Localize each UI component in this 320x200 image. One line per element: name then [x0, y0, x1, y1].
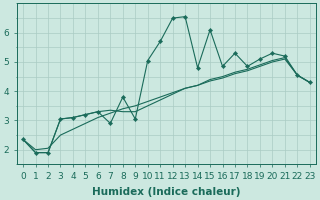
X-axis label: Humidex (Indice chaleur): Humidex (Indice chaleur)	[92, 187, 241, 197]
